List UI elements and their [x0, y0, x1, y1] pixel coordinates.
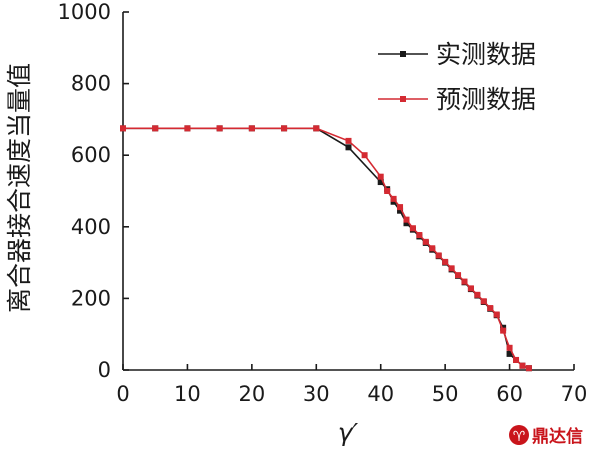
y-tick-label: 600	[71, 143, 111, 167]
data-point	[506, 350, 513, 357]
y-tick-label: 0	[98, 358, 111, 382]
data-point	[474, 291, 481, 298]
data-point	[422, 238, 429, 245]
y-tick-label: 800	[71, 72, 111, 96]
data-point	[467, 285, 474, 292]
data-point	[480, 298, 487, 305]
x-tick-label: 60	[496, 382, 523, 406]
series-1	[120, 125, 532, 372]
legend-item: 预测数据	[378, 85, 536, 114]
data-point	[216, 125, 223, 132]
data-point	[500, 327, 507, 334]
data-point	[519, 362, 526, 369]
legend-label: 实测数据	[436, 40, 536, 69]
data-point	[345, 144, 352, 151]
y-axis-ticks: 0 200 400 600 800 1000	[58, 0, 129, 382]
data-point	[525, 365, 532, 372]
x-tick-label: 0	[116, 382, 129, 406]
data-point	[397, 204, 404, 211]
data-point	[409, 225, 416, 232]
data-point	[416, 232, 423, 239]
legend-swatch-marker	[400, 51, 406, 57]
series-line	[123, 127, 530, 369]
legend-swatch-marker	[400, 96, 406, 102]
data-point	[403, 216, 410, 223]
series-2	[120, 125, 532, 372]
data-point	[361, 152, 368, 159]
data-point	[403, 220, 410, 227]
x-tick-label: 10	[174, 382, 201, 406]
y-tick-label: 400	[71, 215, 111, 239]
data-point	[377, 173, 384, 180]
data-point	[455, 272, 462, 279]
x-axis-title: γ′	[338, 418, 359, 447]
watermark-logo-glyph: ♈	[513, 429, 526, 445]
y-axis-title: 离合器接合速度当量值	[5, 63, 34, 313]
data-point	[448, 265, 455, 272]
data-point	[281, 125, 288, 132]
watermark-text: 鼎达信	[532, 426, 583, 447]
x-tick-label: 30	[303, 382, 330, 406]
data-point	[397, 207, 404, 214]
x-tick-label: 70	[561, 382, 588, 406]
watermark-logo-icon	[509, 425, 529, 445]
data-point	[390, 195, 397, 202]
series-line	[123, 127, 530, 369]
data-point	[513, 356, 520, 363]
data-point	[384, 188, 391, 194]
x-tick-label: 50	[432, 382, 459, 406]
legend-item: 实测数据	[378, 40, 536, 69]
y-tick-label: 200	[71, 286, 111, 310]
data-point	[435, 252, 442, 259]
data-point	[493, 311, 500, 318]
legend-label: 预测数据	[436, 85, 536, 114]
data-point	[429, 245, 436, 252]
watermark: ♈ 鼎达信	[509, 425, 583, 447]
x-axis-ticks: 0 10 20 30 40 50 60 70	[116, 364, 587, 406]
x-tick-label: 40	[367, 382, 394, 406]
data-point	[184, 125, 191, 132]
plot-area	[120, 125, 532, 372]
data-point	[248, 125, 255, 132]
data-point	[120, 125, 126, 132]
data-point	[345, 137, 352, 144]
data-point	[377, 179, 384, 186]
y-tick-label: 1000	[58, 0, 111, 24]
data-point	[461, 278, 468, 285]
data-point	[487, 305, 494, 312]
data-point	[506, 344, 513, 351]
data-point	[442, 258, 449, 265]
data-point	[313, 125, 320, 132]
x-tick-label: 20	[238, 382, 265, 406]
data-point	[152, 125, 159, 132]
